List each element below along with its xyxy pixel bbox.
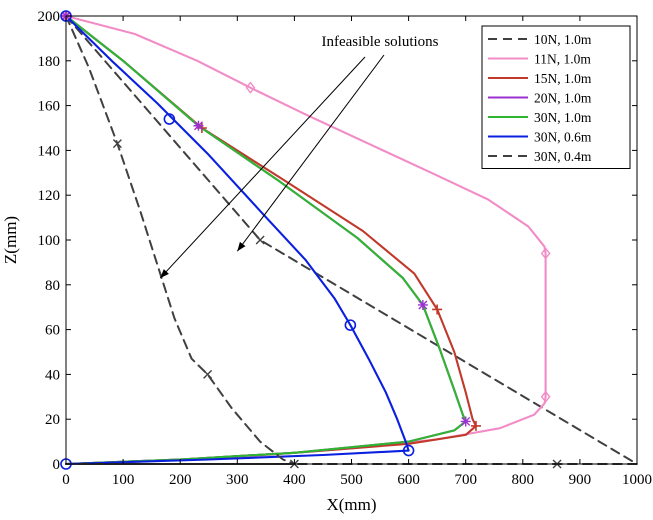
legend-label-6: 30N, 0.4m (534, 149, 592, 164)
legend: 10N, 1.0m 11N, 1.0m 15N, 1.0m 20N, 1.0m 30N,… (481, 25, 631, 169)
y-tick-label: 160 (38, 99, 61, 115)
legend-label-0: 10N, 1.0m (534, 32, 592, 47)
annotation-layer: Infeasible solutions (159, 34, 439, 279)
annotation-arrowhead (237, 241, 246, 252)
x-tick-label: 100 (112, 472, 135, 488)
annotation-arrow-line (236, 54, 385, 252)
series-0-marker-0 (255, 235, 265, 245)
series-1-marker-1 (245, 81, 256, 94)
series-3-marker-2 (417, 299, 428, 310)
series-line-5 (64, 14, 410, 466)
y-tick-label: 60 (45, 323, 60, 339)
series-2-marker-3 (470, 420, 481, 431)
x-tick-label: 300 (226, 472, 249, 488)
series-line-2 (64, 14, 478, 466)
axes-layer: 0 100 200 300 400 500 600 700 800 900 1000 0 20 40 60 8… (1, 9, 652, 514)
legend-label-4: 30N, 1.0m (534, 110, 592, 125)
y-tick-label: 40 (45, 367, 60, 383)
series-6-marker-1 (203, 369, 213, 379)
series-3-marker-3 (460, 416, 471, 427)
y-tick-label: 100 (38, 233, 61, 249)
legend-label-1: 11N, 1.0m (534, 52, 591, 67)
legend-label-5: 30N, 0.6m (534, 130, 592, 145)
series-line-3 (64, 14, 467, 466)
x-tick-label: 800 (512, 472, 535, 488)
x-tick-label: 400 (283, 472, 306, 488)
series-5-marker-2 (344, 319, 357, 331)
series-2-marker-2 (432, 304, 443, 315)
series-5-marker-1 (163, 113, 176, 125)
y-tick-label: 120 (38, 188, 61, 204)
annotation-arrowhead (160, 269, 169, 279)
x-axis-label: X(mm) (326, 495, 376, 514)
x-tick-label: 900 (569, 472, 592, 488)
series-3-marker-1 (193, 120, 204, 131)
y-tick-label: 180 (38, 54, 61, 70)
legend-label-3: 20N, 1.0m (534, 91, 592, 106)
x-tick-label: 500 (340, 472, 363, 488)
series-line-4 (64, 14, 467, 466)
y-tick-label: 20 (45, 412, 60, 428)
annotation-arrow-line (159, 56, 366, 279)
y-tick-label: 200 (38, 9, 61, 25)
series-1-marker-2 (540, 247, 551, 260)
plot-layer (60, 9, 638, 470)
x-tick-label: 200 (169, 472, 192, 488)
y-tick-label: 80 (45, 278, 60, 294)
series-5-marker-3 (402, 444, 415, 457)
series-6-marker-0 (112, 139, 122, 149)
series-1-marker-3 (540, 390, 551, 403)
y-axis-label: Z(mm) (1, 216, 20, 264)
annotation-text: Infeasible solutions (321, 34, 438, 50)
series-line-1 (64, 14, 547, 466)
x-tick-label: 700 (454, 472, 477, 488)
y-tick-label: 140 (38, 143, 61, 159)
x-tick-label: 1000 (622, 472, 652, 488)
x-tick-label: 0 (62, 472, 70, 488)
y-tick-label: 0 (53, 457, 61, 473)
x-tick-label: 600 (397, 472, 420, 488)
legend-label-2: 15N, 1.0m (534, 71, 592, 86)
